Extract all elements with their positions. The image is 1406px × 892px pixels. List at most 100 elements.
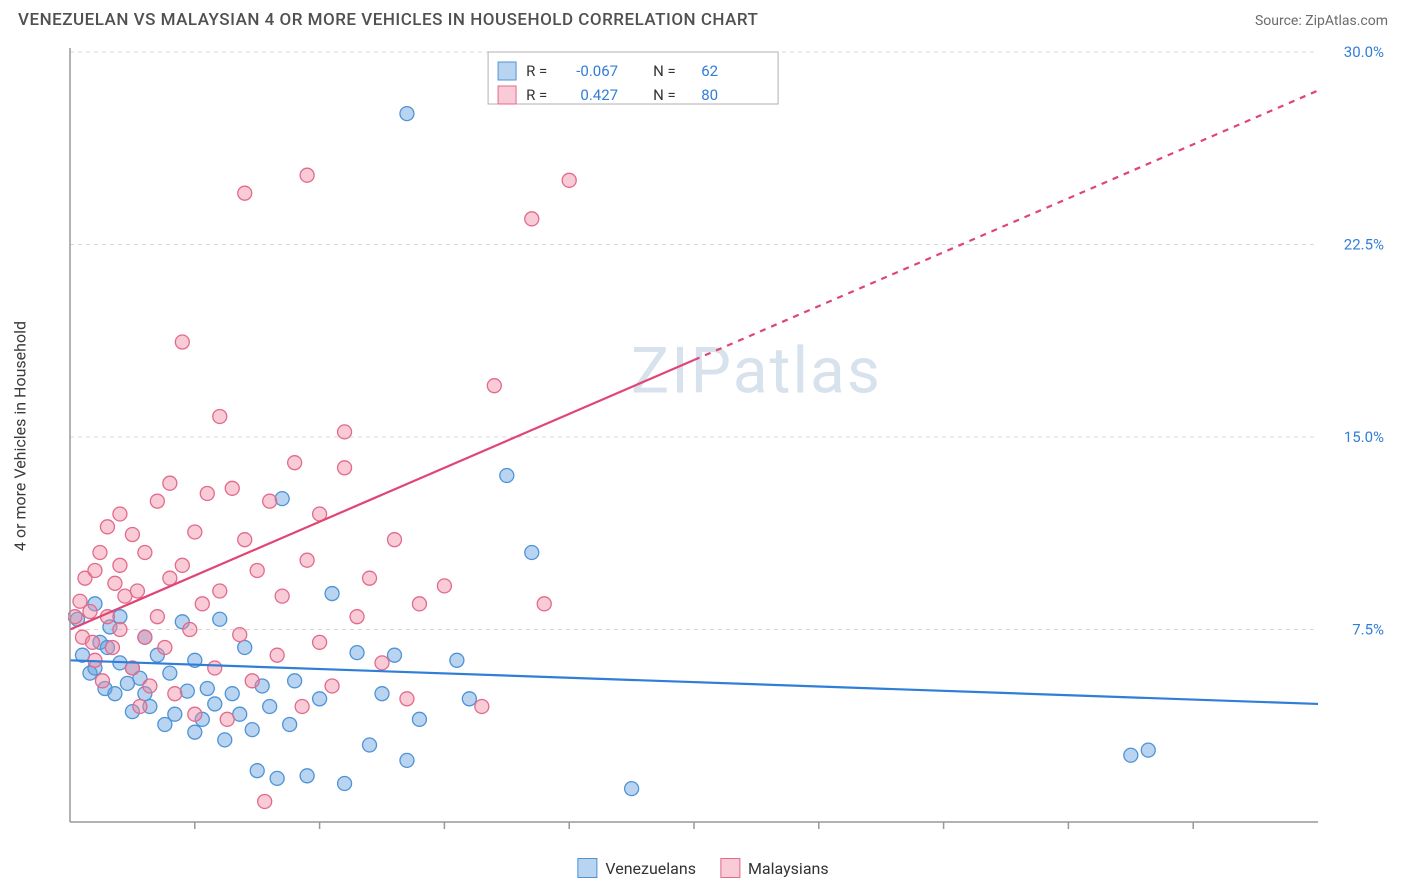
scatter-point [245, 674, 259, 688]
legend-r-value: 0.427 [580, 86, 618, 104]
scatter-point [105, 640, 119, 654]
scatter-point [250, 563, 264, 577]
legend-item: Venezuelans [577, 858, 696, 878]
scatter-point [113, 507, 127, 521]
legend-swatch [720, 858, 740, 878]
scatter-point [275, 589, 289, 603]
scatter-point [108, 576, 122, 590]
scatter-point [387, 533, 401, 547]
scatter-point [338, 425, 352, 439]
y-tick-label: 22.5% [1344, 236, 1384, 254]
y-tick-label: 7.5% [1352, 621, 1384, 639]
scatter-point [313, 692, 327, 706]
y-axis-label: 4 or more Vehicles in Household [11, 321, 30, 551]
scatter-point [375, 656, 389, 670]
scatter-point [238, 533, 252, 547]
scatter-point [108, 687, 122, 701]
scatter-point [325, 679, 339, 693]
legend-swatch [498, 62, 516, 80]
trend-line [70, 360, 694, 630]
scatter-point [245, 723, 259, 737]
scatter-point [188, 707, 202, 721]
scatter-point [412, 712, 426, 726]
scatter-point [387, 648, 401, 662]
scatter-point [113, 623, 127, 637]
scatter-point [158, 640, 172, 654]
scatter-point [338, 461, 352, 475]
scatter-point [283, 717, 297, 731]
scatter-point [525, 212, 539, 226]
scatter-point [275, 492, 289, 506]
scatter-point [263, 494, 277, 508]
scatter-point [500, 469, 514, 483]
scatter-point [400, 107, 414, 121]
scatter-point [363, 738, 377, 752]
scatter-point [325, 587, 339, 601]
scatter-point [300, 769, 314, 783]
legend-swatch [577, 858, 597, 878]
scatter-point [188, 525, 202, 539]
scatter-point [313, 635, 327, 649]
scatter-point [213, 612, 227, 626]
y-tick-label: 15.0% [1344, 428, 1384, 446]
scatter-point [130, 584, 144, 598]
scatter-point [83, 605, 97, 619]
scatter-point [300, 553, 314, 567]
scatter-point [88, 563, 102, 577]
source-label: Source: ZipAtlas.com [1255, 13, 1388, 29]
scatter-point [537, 597, 551, 611]
scatter-point [163, 476, 177, 490]
legend-n-value: 62 [701, 62, 718, 80]
scatter-point [412, 597, 426, 611]
scatter-point [175, 335, 189, 349]
scatter-point [175, 558, 189, 572]
legend-label: Malaysians [748, 859, 829, 878]
scatter-point [400, 692, 414, 706]
scatter-point [218, 733, 232, 747]
scatter-point [250, 764, 264, 778]
legend-n-label: N = [653, 62, 676, 80]
scatter-plot: 7.5%15.0%22.5%30.0%ZIPatlas0.0%50.0%R =-… [68, 42, 1388, 830]
scatter-point [125, 528, 139, 542]
scatter-point [462, 692, 476, 706]
scatter-point [180, 684, 194, 698]
scatter-point [270, 648, 284, 662]
scatter-point [208, 661, 222, 675]
legend-item: Malaysians [720, 858, 829, 878]
scatter-point [263, 700, 277, 714]
scatter-point [95, 674, 109, 688]
scatter-point [625, 782, 639, 796]
trend-line-extrapolated [694, 91, 1318, 361]
scatter-point [138, 546, 152, 560]
scatter-point [300, 168, 314, 182]
scatter-point [150, 494, 164, 508]
scatter-point [487, 379, 501, 393]
chart-area: 4 or more Vehicles in Household 7.5%15.0… [38, 42, 1388, 830]
scatter-point [350, 610, 364, 624]
scatter-point [225, 687, 239, 701]
scatter-point [85, 635, 99, 649]
scatter-point [133, 700, 147, 714]
scatter-point [437, 579, 451, 593]
legend-swatch [498, 86, 516, 104]
scatter-point [270, 771, 284, 785]
scatter-point [183, 623, 197, 637]
scatter-point [350, 646, 364, 660]
scatter-point [400, 753, 414, 767]
scatter-point [1124, 748, 1138, 762]
scatter-point [200, 682, 214, 696]
scatter-point [150, 610, 164, 624]
scatter-point [220, 712, 234, 726]
scatter-point [338, 777, 352, 791]
scatter-point [168, 687, 182, 701]
legend-bottom: Venezuelans Malaysians [577, 858, 828, 878]
legend-n-value: 80 [701, 86, 718, 104]
scatter-point [1141, 743, 1155, 757]
scatter-point [238, 186, 252, 200]
scatter-point [525, 546, 539, 560]
scatter-point [93, 546, 107, 560]
scatter-point [100, 520, 114, 534]
scatter-point [288, 674, 302, 688]
scatter-point [225, 481, 239, 495]
scatter-point [163, 666, 177, 680]
